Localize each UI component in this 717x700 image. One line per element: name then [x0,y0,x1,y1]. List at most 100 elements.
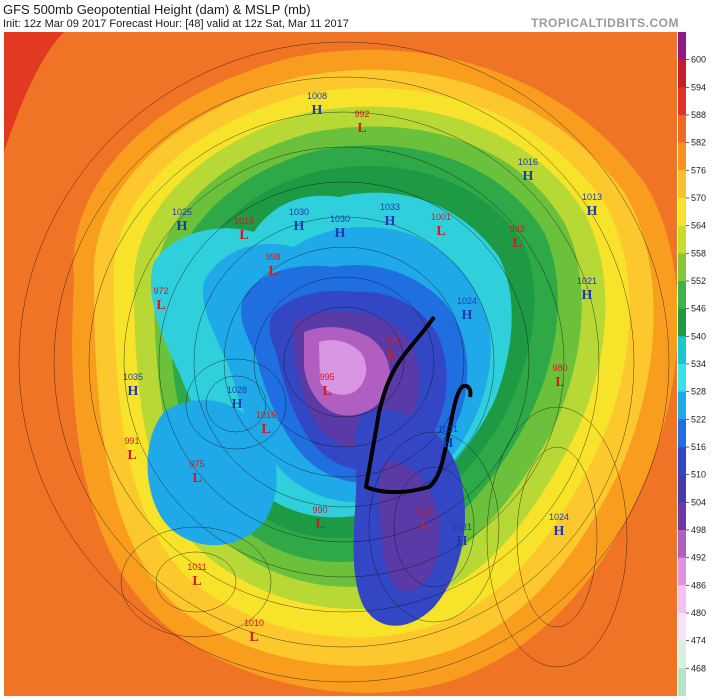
colorbar-swatch [678,253,686,282]
colorbar-swatch [678,170,686,199]
colorbar-tick-label: 546 [691,304,706,314]
pressure-value: 1024 [549,512,569,522]
pressure-type: H [443,436,454,451]
colorbar-swatch [678,585,686,614]
pressure-value: 1011 [187,562,206,572]
colorbar-swatch [678,447,686,476]
colorbar-swatch [678,419,686,448]
low-pressure-center: 1019 L [234,216,254,243]
pressure-value: 1016 [256,410,276,420]
colorbar-tick-label: 588 [691,110,706,120]
pressure-type: L [420,519,429,534]
colorbar-tick-label: 570 [691,193,706,203]
map-subtitle: Init: 12z Mar 09 2017 Forecast Hour: [48… [3,18,349,30]
colorbar-tick-label: 558 [691,248,706,258]
colorbar-swatch [678,530,686,559]
low-pressure-center: 1016 L [256,410,276,437]
pressure-type: L [315,517,324,532]
colorbar-tick-label: 522 [691,414,706,424]
high-pressure-center: 1024 H [549,512,569,539]
pressure-type: L [387,348,396,363]
colorbar-swatch [678,557,686,586]
pressure-type: L [192,574,201,589]
pressure-value: 1008 [307,91,327,101]
pressure-type: L [322,384,331,399]
height-shade-western-lobe [147,400,277,546]
colorbar-tick-label: 564 [691,221,706,231]
high-pressure-center: 1031 H [438,424,458,451]
colorbar-swatch [678,87,686,116]
pressure-value: 972 [153,286,168,296]
colorbar-tick-label: 480 [691,608,706,618]
colorbar-tick-label: 528 [691,387,706,397]
colorbar-swatch [678,640,686,669]
pressure-type: L [261,422,270,437]
low-pressure-center: 1011 L [187,562,206,589]
pressure-value: 993 [509,224,524,234]
high-pressure-center: 1013 H [582,192,602,219]
pressure-type: L [555,375,564,390]
low-pressure-center: 991 L [124,436,139,463]
pressure-type: L [436,224,445,239]
pressure-value: 1030 [289,207,309,217]
map-title: GFS 500mb Geopotential Height (dam) & MS… [3,2,311,17]
high-pressure-center: 1025 H [172,207,192,234]
pressure-type: L [156,298,165,313]
colorbar-swatch [678,336,686,365]
low-pressure-center: 975 L [384,336,399,363]
pressure-value: 1025 [172,207,192,217]
trough-highlight-contour [364,315,473,495]
colorbar-tick-label: 552 [691,276,706,286]
pressure-value: 1001 [431,212,451,222]
high-pressure-center: 1035 H [123,372,143,399]
isobar-lines [18,41,670,683]
pressure-type: L [249,630,258,645]
pressure-type: H [587,204,598,219]
high-pressure-center: 1030 H [289,207,309,234]
pressure-value: 1010 [244,618,264,628]
colorbar-tick-label: 474 [691,636,706,646]
pressure-value: 992 [354,109,369,119]
colorbar-swatch [678,308,686,337]
colorbar-swatch [678,613,686,642]
pressure-value: 1035 [123,372,143,382]
colorbar-swatch [678,225,686,254]
pressure-value: 1033 [380,202,400,212]
pressure-value: 990 [312,505,327,515]
low-pressure-center: 980 L [552,363,567,390]
colorbar-tick-label: 534 [691,359,706,369]
colorbar-swatch [678,198,686,227]
low-pressure-center: 990 L [312,505,327,532]
pressure-value: 998 [265,252,280,262]
pressure-type: L [512,236,521,251]
pressure-type: H [462,308,473,323]
colorbar-tick-label: 492 [691,553,706,563]
low-pressure-center: 993 L [509,224,524,251]
pressure-value: 1013 [582,192,602,202]
colorbar-swatch [678,391,686,420]
colorbar-tick-label: 498 [691,525,706,535]
low-pressure-center: 998 L [265,252,280,279]
pressure-type: H [385,214,396,229]
colorbar-tick-label: 594 [691,82,706,92]
pressure-type: H [312,103,323,118]
pressure-type: H [582,288,593,303]
low-pressure-center: 992 L [354,109,369,136]
pressure-type: H [232,397,243,412]
colorbar-swatch [678,281,686,310]
high-pressure-center: 1033 H [380,202,400,229]
height-colorbar: 600 594 588 582 576 570 564 558 552 546 540 534 528 5… [678,32,706,696]
pressure-value: 1024 [457,296,477,306]
pressure-value: 1028 [227,385,247,395]
pressure-value: 975 [189,459,204,469]
colorbar-tick-label: 486 [691,580,706,590]
colorbar-swatch [678,59,686,88]
colorbar-tick-label: 582 [691,138,706,148]
high-pressure-center: 1024 H [457,296,477,323]
low-pressure-center: 1010 L [244,618,264,645]
colorbar-tick-label: 600 [691,55,706,65]
colorbar-swatch [678,142,686,171]
pressure-value: 975 [384,336,399,346]
high-pressure-center: 1016 H [518,157,538,184]
